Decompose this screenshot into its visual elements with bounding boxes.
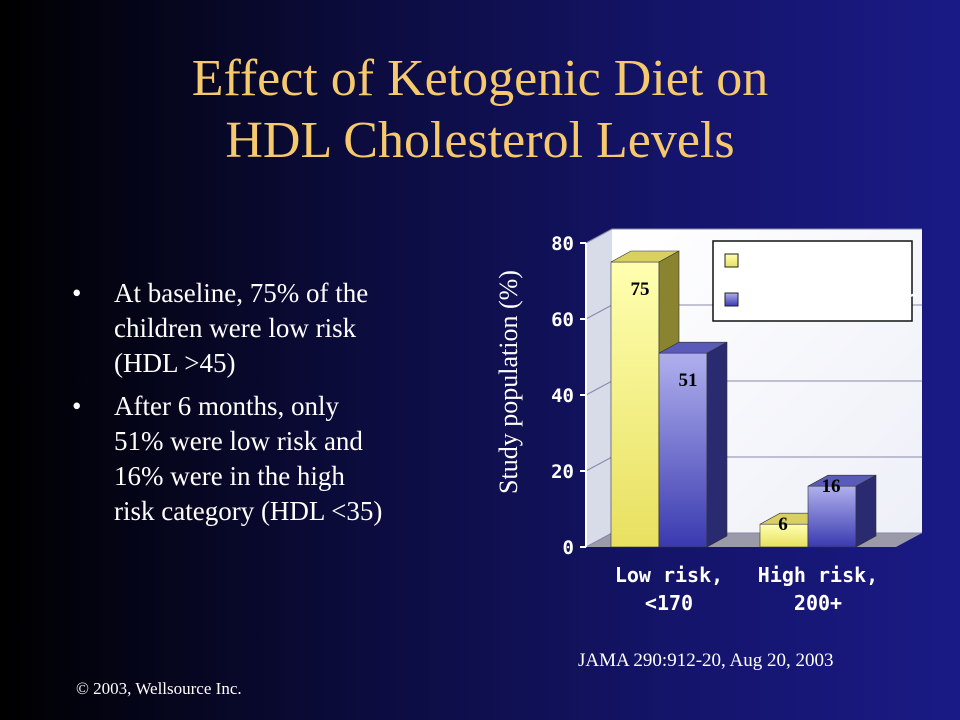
category-label: Low risk,: [615, 563, 723, 587]
y-tick-label: 60: [551, 309, 574, 331]
title-line-1: Effect of Ketogenic Diet on: [191, 50, 769, 107]
legend-swatch: [724, 292, 739, 307]
bar-side: [855, 474, 877, 548]
data-label: 51: [679, 370, 698, 391]
gridline-side: [585, 456, 613, 472]
legend-label: Baseline: [748, 247, 844, 271]
gridline-side: [585, 304, 613, 320]
bar-front: [807, 485, 857, 548]
category-label: <170: [645, 591, 693, 615]
bar-front: [658, 352, 708, 548]
bullet-item: At baseline, 75% of the children were lo…: [72, 276, 392, 381]
copyright: © 2003, Wellsource Inc.: [76, 679, 242, 698]
title-line-2: HDL Cholesterol Levels: [225, 112, 735, 169]
data-label: 75: [631, 279, 650, 300]
y-tick-label: 20: [551, 461, 574, 483]
citation: JAMA 290:912-20, Aug 20, 2003: [578, 650, 834, 671]
category-label: 200+: [794, 591, 842, 615]
slide-title: Effect of Ketogenic Diet on HDL Choleste…: [80, 48, 880, 172]
bar-front: [610, 261, 660, 548]
gridline-side: [585, 532, 613, 548]
category-label: High risk,: [758, 563, 878, 587]
legend-box: [712, 240, 913, 322]
data-label: 16: [822, 476, 841, 497]
y-tick-label: 0: [563, 537, 574, 559]
legend-label: 6 months later: [748, 286, 917, 310]
gridline-side: [585, 228, 613, 244]
gridline-side: [585, 380, 613, 396]
data-label: 6: [778, 514, 788, 535]
bullet-list: At baseline, 75% of the children were lo…: [72, 276, 392, 537]
legend-swatch: [724, 253, 739, 268]
y-tick-label: 80: [551, 233, 574, 255]
y-tick-label: 40: [551, 385, 574, 407]
bullet-item: After 6 months, only 51% were low risk a…: [72, 389, 392, 529]
bar-side: [706, 341, 728, 548]
